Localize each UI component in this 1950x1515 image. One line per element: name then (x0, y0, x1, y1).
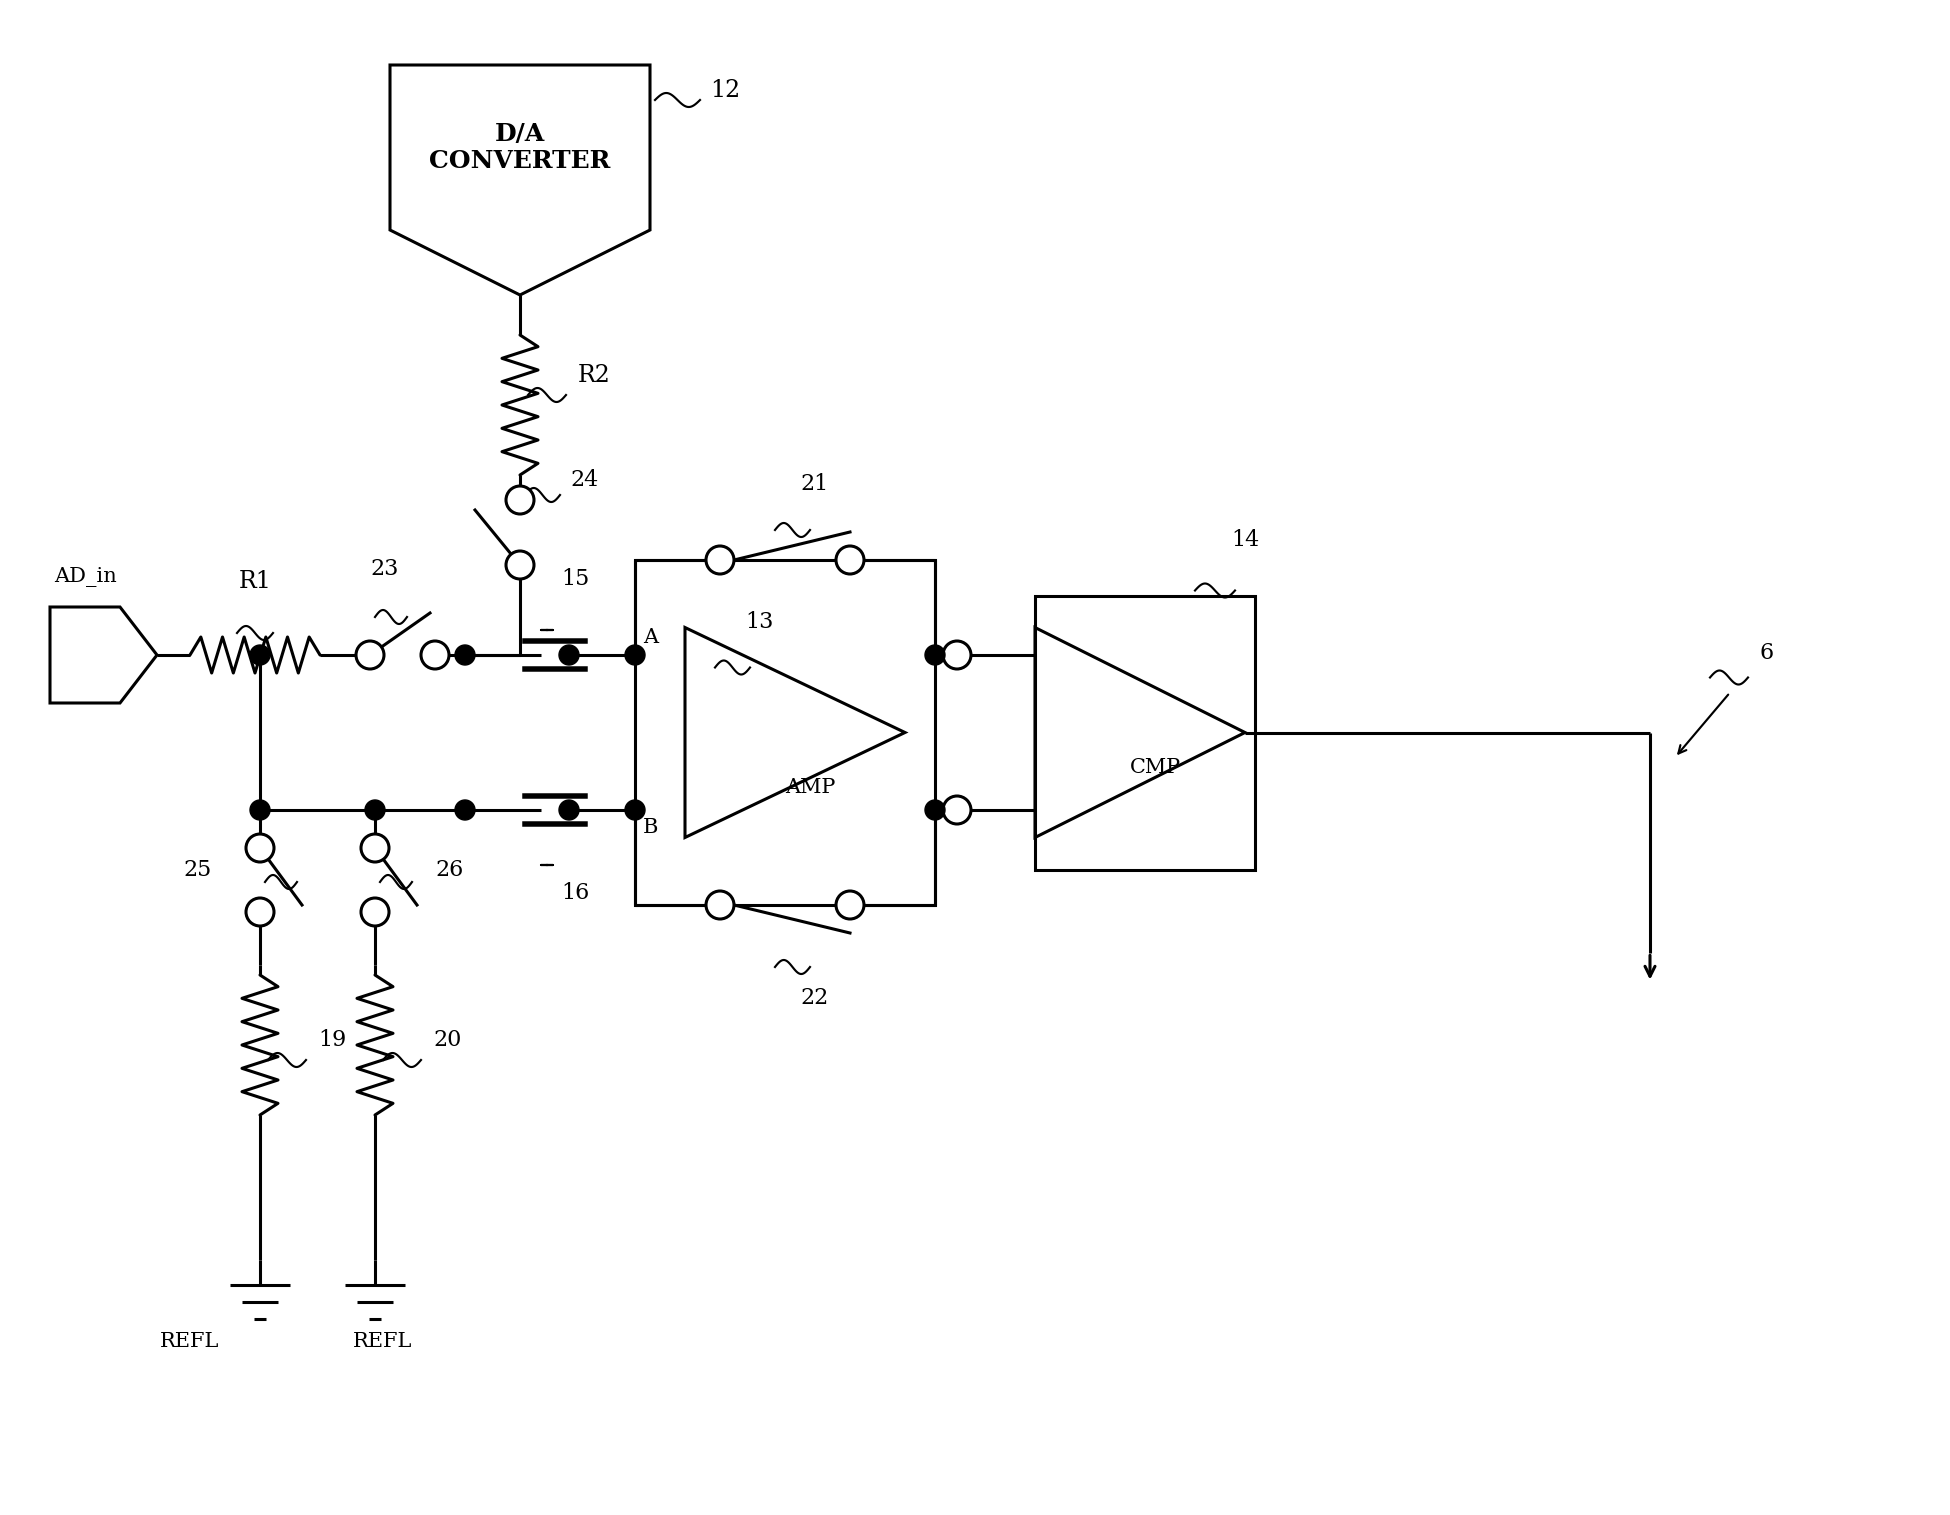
Text: 16: 16 (562, 882, 589, 904)
Text: 6: 6 (1761, 641, 1775, 664)
Circle shape (246, 833, 275, 862)
Circle shape (944, 795, 971, 824)
Text: REFL: REFL (353, 1332, 413, 1351)
Text: R2: R2 (577, 364, 610, 386)
Circle shape (626, 800, 645, 820)
Circle shape (626, 645, 645, 665)
Circle shape (560, 645, 579, 665)
Circle shape (706, 545, 733, 574)
Text: B: B (644, 818, 659, 836)
Circle shape (246, 898, 275, 926)
Text: D/A
CONVERTER: D/A CONVERTER (429, 121, 610, 173)
Circle shape (357, 641, 384, 670)
Text: 15: 15 (562, 568, 589, 589)
Circle shape (454, 645, 476, 665)
Text: 13: 13 (745, 611, 774, 632)
Circle shape (924, 800, 946, 820)
Circle shape (454, 800, 476, 820)
Text: 25: 25 (183, 859, 213, 882)
Circle shape (250, 645, 269, 665)
Text: 23: 23 (370, 558, 400, 580)
Circle shape (560, 800, 579, 820)
Circle shape (837, 891, 864, 920)
Text: 14: 14 (1230, 529, 1260, 550)
Text: 26: 26 (437, 859, 464, 882)
Circle shape (706, 891, 733, 920)
Circle shape (361, 833, 388, 862)
Text: 19: 19 (318, 1029, 347, 1051)
Circle shape (421, 641, 448, 670)
Text: REFL: REFL (160, 1332, 220, 1351)
Text: 20: 20 (433, 1029, 462, 1051)
Text: A: A (644, 629, 659, 647)
Text: AD_in: AD_in (55, 567, 117, 586)
Text: 12: 12 (710, 79, 741, 102)
Circle shape (361, 898, 388, 926)
Circle shape (365, 800, 384, 820)
Circle shape (505, 486, 534, 514)
Text: CMP: CMP (1129, 758, 1180, 777)
Text: R1: R1 (238, 570, 271, 592)
Circle shape (250, 800, 269, 820)
Circle shape (924, 645, 946, 665)
Text: AMP: AMP (784, 779, 835, 797)
Circle shape (944, 641, 971, 670)
Circle shape (837, 545, 864, 574)
Text: 24: 24 (569, 470, 599, 491)
Text: 22: 22 (801, 986, 829, 1009)
Circle shape (505, 551, 534, 579)
Text: 21: 21 (801, 473, 829, 495)
